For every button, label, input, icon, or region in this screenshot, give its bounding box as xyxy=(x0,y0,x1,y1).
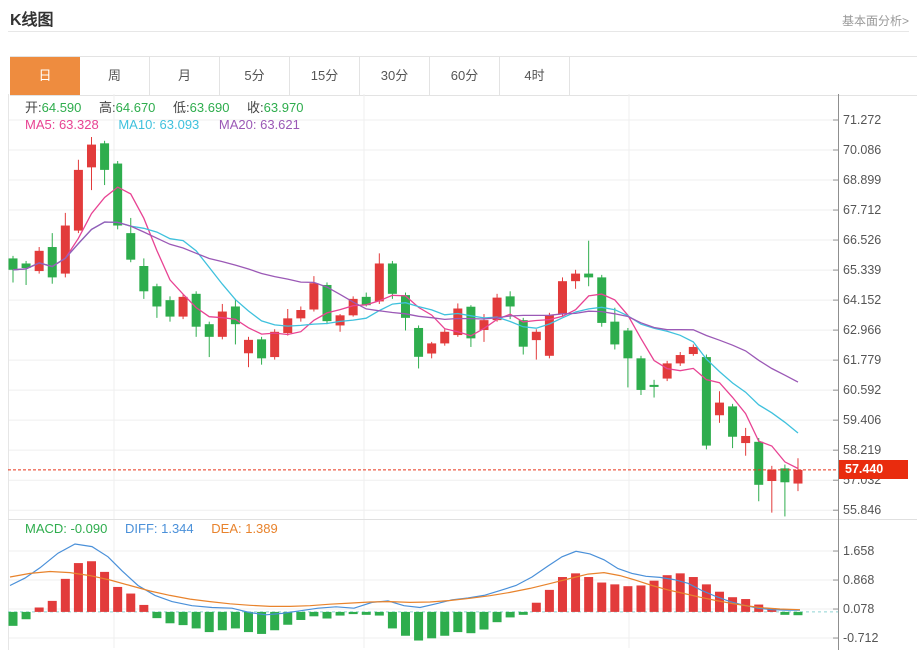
low-value: 63.690 xyxy=(189,100,230,115)
tab-5分[interactable]: 5分 xyxy=(220,57,290,95)
price-tick-label: 67.712 xyxy=(843,203,882,218)
dea-line xyxy=(9,570,801,611)
price-tick-label: 55.846 xyxy=(843,503,882,518)
ma5-line xyxy=(12,186,799,470)
high-value: 64.670 xyxy=(115,100,156,115)
price-tick-label: 65.339 xyxy=(843,263,882,278)
price-tick-label: 68.899 xyxy=(843,173,882,188)
macd-tick-label: 0.078 xyxy=(843,602,875,617)
price-tick-label: 62.966 xyxy=(843,323,882,338)
macd-tick-label: 0.868 xyxy=(843,573,875,588)
price-tick-label: 61.779 xyxy=(843,353,882,368)
ohlc-readout: 开:64.590 高:64.670 低:63.690 收:63.970 xyxy=(25,97,317,116)
price-tick-label: 64.152 xyxy=(843,293,882,308)
low-label: 低: xyxy=(173,100,190,115)
macd-readout: MACD: -0.090 DIFF: 1.344 DEA: 1.389 xyxy=(25,521,292,536)
price-tick-label: 70.086 xyxy=(843,143,882,157)
tab-月[interactable]: 月 xyxy=(150,57,220,95)
fundamental-analysis-link[interactable]: 基本面分析> xyxy=(841,14,909,28)
diff-value: DIFF: 1.344 xyxy=(125,521,194,536)
tab-30分[interactable]: 30分 xyxy=(360,57,430,95)
ma20-line xyxy=(12,221,799,383)
macd-tick-label: 1.658 xyxy=(843,544,875,559)
price-tick-label: 58.219 xyxy=(843,443,882,458)
open-value: 64.590 xyxy=(41,100,82,115)
tab-日[interactable]: 日 xyxy=(10,57,80,95)
ma10-value: MA10: 63.093 xyxy=(118,117,200,132)
price-axis xyxy=(833,94,839,650)
close-value: 63.970 xyxy=(263,100,304,115)
tab-15分[interactable]: 15分 xyxy=(290,57,360,95)
price-tick-label: 66.526 xyxy=(843,233,882,248)
dea-value: DEA: 1.389 xyxy=(211,521,278,536)
tab-周[interactable]: 周 xyxy=(80,57,150,95)
price-tick-label: 71.272 xyxy=(843,113,882,127)
tab-60分[interactable]: 60分 xyxy=(430,57,500,95)
price-tick-label: 60.592 xyxy=(843,383,882,398)
ma-readout: MA5: 63.328 MA10: 63.093 MA20: 63.621 xyxy=(25,117,316,132)
macd-histogram xyxy=(8,561,803,641)
macd-tick-label: -0.712 xyxy=(843,631,879,646)
ma10-line xyxy=(12,221,799,434)
title-divider xyxy=(8,31,909,32)
ma5-value: MA5: 63.328 xyxy=(25,117,99,132)
period-tab-bar: 日周月 5分 15分 30分 60分 4时 xyxy=(10,56,917,96)
tab-4时[interactable]: 4时 xyxy=(500,57,570,95)
close-label: 收: xyxy=(247,100,264,115)
candles xyxy=(8,136,803,517)
macd-value: MACD: -0.090 xyxy=(25,521,108,536)
gridlines xyxy=(8,94,917,650)
high-label: 高: xyxy=(99,100,116,115)
open-label: 开: xyxy=(25,100,42,115)
last-price-badge: 57.440 xyxy=(839,460,908,480)
price-tick-label: 59.406 xyxy=(843,413,882,428)
ma20-value: MA20: 63.621 xyxy=(218,117,300,132)
page-title: K线图 xyxy=(10,12,54,29)
